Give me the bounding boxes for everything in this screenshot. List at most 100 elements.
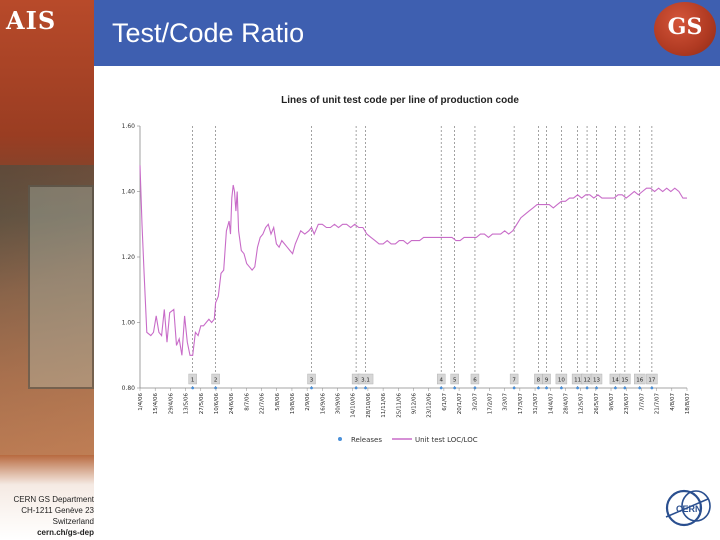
- y-tick-label: 1.60: [122, 123, 136, 130]
- release-label: 16: [636, 378, 643, 384]
- release-label: 12: [584, 378, 591, 384]
- release-point: [623, 386, 627, 390]
- footer-line-2: CH-1211 Genève 23: [21, 506, 94, 515]
- release-point: [545, 386, 548, 390]
- release-label-box: [542, 373, 551, 385]
- x-tick-label: 19/8/06: [290, 393, 296, 415]
- release-label: 2: [214, 378, 218, 384]
- release-point: [191, 386, 195, 390]
- x-tick-label: 6/1/07: [442, 392, 448, 410]
- y-tick-label: 1.00: [122, 320, 136, 327]
- x-tick-label: 28/10/06: [366, 393, 372, 418]
- x-tick-label: 5/8/06: [275, 392, 281, 410]
- x-tick-label: 2/9/06: [305, 392, 311, 410]
- release-point: [453, 386, 457, 390]
- y-tick-label: 0.80: [122, 385, 136, 392]
- footer-address: CERN GS Department CH-1211 Genève 23 Swi…: [4, 494, 94, 538]
- cern-logo: CERN: [665, 489, 711, 527]
- release-label-box: [555, 373, 568, 385]
- x-tick-label: 3/2/07: [472, 392, 478, 410]
- x-tick-label: 30/9/06: [336, 393, 342, 415]
- legend-releases-marker: [338, 437, 342, 441]
- release-point: [512, 386, 516, 390]
- release-label: 10: [558, 378, 565, 384]
- y-tick-label: 1.40: [122, 189, 136, 196]
- release-label-box: [634, 373, 646, 385]
- release-label: 11: [574, 378, 581, 384]
- chart-title: Lines of unit test code per line of prod…: [281, 95, 519, 106]
- ais-logo: AIS: [6, 6, 57, 35]
- x-tick-label: 28/4/07: [563, 393, 569, 415]
- x-tick-label: 18/8/07: [685, 393, 691, 415]
- release-label: 3.1: [361, 378, 370, 384]
- x-tick-label: 7/7/07: [639, 392, 645, 410]
- series-layer: [139, 165, 687, 356]
- legend-series-label: Unit test LOC/LOC: [415, 436, 478, 444]
- x-tick-label: 11/11/06: [381, 393, 387, 418]
- sidebar-background: AIS: [0, 0, 94, 540]
- y-tick-label: 1.20: [122, 254, 136, 261]
- release-label-box: [619, 373, 631, 385]
- x-tick-label: 13/5/06: [184, 393, 190, 415]
- release-point: [576, 386, 579, 390]
- x-tick-label: 1/4/06: [138, 392, 144, 410]
- release-label: 9: [545, 378, 549, 384]
- x-tick-label: 17/3/07: [518, 393, 524, 415]
- legend-releases-label: Releases: [351, 436, 382, 444]
- release-point: [650, 386, 654, 390]
- release-label: 14: [612, 378, 619, 384]
- x-tick-label: 16/9/06: [320, 393, 326, 415]
- x-tick-label: 24/6/06: [229, 393, 235, 415]
- x-tick-label: 14/10/06: [351, 393, 357, 418]
- release-point: [559, 386, 563, 390]
- cern-logo-line: [665, 498, 709, 518]
- x-tick-label: 3/3/07: [503, 392, 509, 410]
- release-label: 7: [512, 378, 516, 384]
- release-label-box: [188, 373, 197, 385]
- release-point: [614, 386, 617, 390]
- release-markers: 1 2 3 3 3.1 4 5 6 7 8 9 10 11 12 13 14 15 16 17: [188, 126, 658, 390]
- release-label-box: [436, 373, 446, 385]
- release-label: 3: [310, 378, 314, 384]
- x-tick-label: 23/12/06: [427, 393, 433, 418]
- release-point: [214, 386, 218, 390]
- release-label: 13: [593, 378, 600, 384]
- release-label: 5: [453, 378, 457, 384]
- release-label-box: [357, 373, 374, 385]
- release-point: [310, 386, 313, 390]
- release-label-box: [590, 373, 603, 385]
- title-bar: Test/Code Ratio: [94, 0, 720, 66]
- sidebar-photo: [0, 165, 94, 455]
- release-label: 1: [191, 378, 195, 384]
- release-point: [595, 386, 598, 390]
- footer-line-1: CERN GS Department: [13, 495, 94, 504]
- release-label: 17: [648, 378, 655, 384]
- release-label-box: [470, 373, 480, 385]
- x-tick-label: 29/4/06: [168, 393, 174, 415]
- x-tick-label: 31/3/07: [533, 393, 539, 415]
- gs-logo: GS: [654, 2, 716, 56]
- x-tick-labels: 1/4/06 15/4/06 29/4/06 13/5/06 27/5/06 10/6/0…: [138, 388, 691, 418]
- release-label: 4: [439, 378, 443, 384]
- line-chart: Lines of unit test code per line of prod…: [122, 95, 691, 444]
- release-label-box: [509, 373, 519, 385]
- release-label: 3: [354, 378, 358, 384]
- release-point: [537, 386, 540, 390]
- chart-axes: 0.80 1.00 1.20 1.40 1.60: [122, 123, 687, 392]
- release-label-box: [211, 373, 220, 385]
- release-point: [354, 386, 358, 390]
- release-label: 8: [537, 378, 541, 384]
- x-tick-label: 8/7/06: [244, 392, 250, 410]
- x-tick-label: 26/5/07: [594, 393, 600, 415]
- release-point: [364, 386, 367, 390]
- x-tick-label: 9/12/06: [412, 393, 418, 415]
- release-label: 6: [473, 378, 477, 384]
- x-tick-label: 12/5/07: [579, 393, 585, 415]
- release-point: [473, 386, 477, 390]
- series-line-unit-test-loc: [139, 165, 687, 356]
- x-tick-label: 25/11/06: [396, 393, 402, 418]
- x-tick-label: 15/4/06: [153, 393, 159, 415]
- chart-legend: Releases Unit test LOC/LOC: [338, 436, 478, 444]
- cern-logo-ring-left: [665, 489, 703, 527]
- release-point: [439, 386, 443, 390]
